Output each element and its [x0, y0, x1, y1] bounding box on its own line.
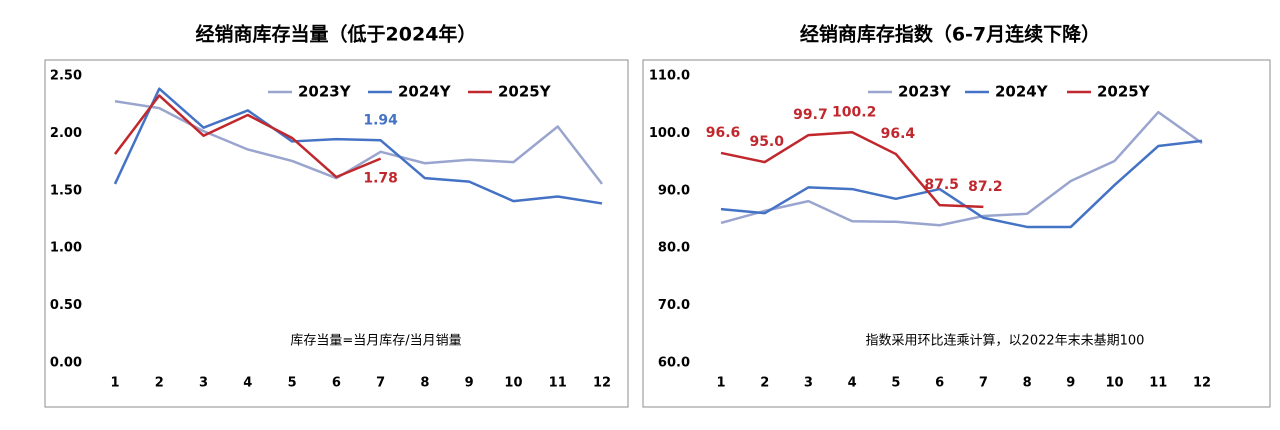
data-label: 95.0	[749, 134, 784, 150]
y-tick-label: 70.0	[658, 298, 690, 313]
x-tick-label: 10	[504, 376, 522, 391]
panel-frame	[642, 59, 1271, 408]
legend-label: 2023Y	[898, 83, 952, 101]
y-tick-label: 90.0	[658, 183, 690, 198]
legend-label: 2025Y	[1097, 83, 1151, 101]
series-line	[720, 131, 984, 209]
y-tick-label: 2.00	[50, 126, 82, 141]
x-tick-label: 7	[979, 376, 988, 391]
y-tick-label: 0.50	[50, 298, 82, 313]
series-line	[114, 100, 603, 185]
y-tick-label: 110.0	[649, 69, 690, 84]
series-line	[720, 139, 1203, 229]
data-label: 87.2	[968, 179, 1003, 195]
x-tick-label: 6	[935, 376, 944, 391]
legend-label: 2025Y	[498, 83, 552, 101]
series-line	[114, 94, 382, 179]
series-line	[113, 87, 603, 205]
data-label: 1.78	[363, 171, 398, 187]
x-tick-label: 5	[288, 376, 297, 391]
x-tick-label: 5	[891, 376, 900, 391]
y-tick-label: 2.50	[50, 69, 82, 84]
x-tick-label: 4	[848, 376, 857, 391]
y-tick-label: 100.0	[649, 126, 690, 141]
annotation: 指数采用环比连乘计算，以2022年末未基期100	[866, 333, 1145, 349]
y-tick-label: 0.00	[50, 356, 82, 371]
data-label: 1.94	[363, 112, 398, 128]
x-tick-label: 9	[465, 376, 474, 391]
x-tick-label: 2	[760, 376, 769, 391]
x-tick-label: 8	[1023, 376, 1032, 391]
y-tick-label: 80.0	[658, 241, 690, 256]
legend-label: 2023Y	[298, 83, 352, 101]
chart-title: 经销商库存指数（6-7月连续下降）	[800, 23, 1100, 46]
x-tick-label: 8	[420, 376, 429, 391]
panel-frame	[44, 59, 629, 408]
x-tick-label: 1	[716, 376, 725, 391]
y-tick-label: 60.0	[658, 356, 690, 371]
x-tick-label: 12	[593, 376, 611, 391]
chart-title: 经销商库存当量（低于2024年）	[196, 23, 477, 46]
legend-label: 2024Y	[398, 83, 452, 101]
x-tick-label: 3	[804, 376, 813, 391]
annotation: 库存当量=当月库存/当月销量	[290, 333, 461, 349]
x-tick-label: 9	[1066, 376, 1075, 391]
y-tick-label: 1.00	[50, 241, 82, 256]
legend-label: 2024Y	[995, 83, 1049, 101]
x-tick-label: 4	[243, 376, 252, 391]
x-tick-label: 7	[376, 376, 385, 391]
x-tick-label: 10	[1105, 376, 1123, 391]
x-tick-label: 1	[110, 376, 119, 391]
x-tick-label: 2	[155, 376, 164, 391]
x-tick-label: 6	[332, 376, 341, 391]
series-line	[720, 110, 1203, 227]
x-tick-label: 11	[549, 376, 567, 391]
x-tick-label: 11	[1149, 376, 1167, 391]
data-label: 96.4	[881, 126, 916, 142]
data-label: 100.2	[832, 104, 876, 120]
data-label: 99.7	[793, 107, 828, 123]
y-tick-label: 1.50	[50, 183, 82, 198]
data-label: 87.5	[924, 177, 959, 193]
x-tick-label: 3	[199, 376, 208, 391]
x-tick-label: 12	[1193, 376, 1211, 391]
data-label: 96.6	[706, 125, 741, 141]
